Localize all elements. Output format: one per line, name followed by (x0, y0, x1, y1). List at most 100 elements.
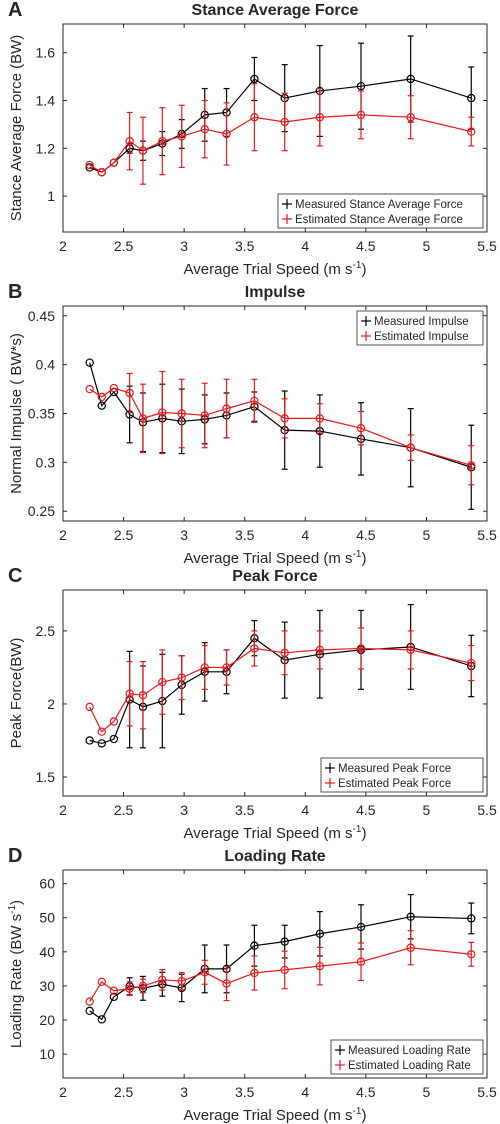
legend: Measured Peak Force Estimated Peak Force (320, 757, 484, 793)
y-axis-label-text: Normal Impulse ( BW*s) (8, 333, 25, 494)
y-tick-label: 1 (47, 188, 55, 204)
panel-d: D Loading Rate 2 2.5 3 3.5 4 4.5 5 5.5 10 20 30 40 50 6… (7, 845, 497, 1124)
legend-label: Estimated Peak Force (338, 778, 451, 790)
x-tick-label: 4.5 (356, 802, 376, 818)
series-measured (85, 604, 476, 749)
y-axis-label-text: Peak Force(BW) (8, 638, 25, 749)
data-point (250, 968, 259, 978)
data-point (222, 979, 231, 988)
data-point (97, 727, 106, 736)
x-tick-label: 4.5 (356, 1084, 376, 1100)
y-tick-label: 30 (39, 978, 55, 994)
data-point (109, 717, 119, 726)
data-point (109, 986, 119, 995)
data-point (406, 912, 415, 921)
data-point (200, 968, 209, 977)
legend-box (356, 310, 484, 346)
x-tick-label: 3.5 (235, 802, 255, 818)
y-tick-label: 0.25 (28, 503, 55, 519)
y-axis-label-text: Loading Rate (BW s (8, 914, 25, 1048)
data-point (158, 677, 167, 687)
legend-item: Measured Stance Average Force (282, 199, 463, 211)
y-tick-label: 50 (39, 910, 55, 926)
x-tick-label: 5 (423, 238, 431, 254)
data-point (467, 914, 476, 923)
data-point (85, 997, 94, 1006)
data-point (222, 129, 231, 139)
legend: Measured Loading Rate Estimated Loading R… (330, 1039, 484, 1075)
x-tick-label: 4.5 (356, 238, 376, 254)
x-tick-label: 4 (301, 527, 309, 543)
data-point (280, 414, 289, 423)
data-point (97, 168, 106, 177)
x-tick-label: 3.5 (235, 1084, 255, 1100)
data-point (315, 929, 325, 938)
data-point (280, 937, 289, 946)
series-line (89, 647, 472, 733)
x-axis-label: Average Trial Speed (m s-1) (184, 824, 367, 842)
series-estimated (85, 930, 476, 1006)
series-line (89, 947, 472, 1002)
data-point (356, 110, 366, 120)
x-tick-label: 2 (59, 1084, 67, 1100)
data-point (109, 734, 119, 744)
x-tick-label: 5.5 (477, 527, 497, 543)
data-point (406, 645, 415, 655)
x-tick-label: 2.5 (114, 1084, 134, 1100)
legend-item: Estimated Peak Force (325, 778, 451, 790)
x-axis-label-text: Average Trial Speed (m s (184, 550, 353, 567)
legend: Measured Impulse Estimated Impulse (356, 310, 484, 346)
x-tick-label: 2 (59, 802, 67, 818)
data-point (109, 158, 119, 167)
chart-title: Stance Average Force (192, 2, 359, 19)
panel-letter: A (8, 0, 22, 21)
legend-label: Measured Loading Rate (348, 1045, 471, 1057)
y-tick-label: 1.6 (36, 45, 56, 61)
legend-item: Estimated Loading Rate (335, 1060, 471, 1072)
x-axis-label-text: Average Trial Speed (m s (184, 825, 353, 842)
y-axis-label-text: Stance Average Force (BW) (8, 35, 25, 221)
y-tick-label: 0.4 (36, 357, 56, 373)
legend-item: Measured Impulse (361, 316, 469, 328)
panel-c: C Peak Force 2 2.5 3 3.5 4 4.5 5 5.5 1.5 2 2.5 Averag… (8, 565, 497, 842)
series-line (89, 637, 472, 745)
x-tick-label: 3.5 (235, 238, 255, 254)
data-point (250, 396, 259, 405)
data-point (356, 922, 366, 932)
panel-letter: B (8, 281, 22, 303)
data-point (315, 414, 325, 423)
data-point (138, 414, 148, 423)
data-point (158, 975, 167, 984)
legend-label: Measured Stance Average Force (295, 199, 463, 211)
chart-title: Impulse (245, 284, 306, 301)
data-point (85, 384, 94, 394)
x-tick-label: 3 (180, 527, 188, 543)
data-point (406, 113, 415, 122)
data-point (315, 961, 325, 971)
series-measured (85, 358, 476, 510)
data-point (356, 957, 366, 966)
x-tick-label: 5.5 (477, 1084, 497, 1100)
data-point (97, 401, 106, 410)
x-axis-label: Average Trial Speed (m s-1) (184, 549, 367, 567)
data-point (125, 984, 134, 993)
data-point (85, 1006, 94, 1016)
legend-label: Measured Impulse (374, 316, 469, 328)
x-tick-label: 4 (301, 238, 309, 254)
series-estimated (85, 627, 476, 736)
data-point (125, 388, 134, 398)
data-point (356, 644, 366, 653)
data-point (406, 443, 415, 452)
y-axis-label: Peak Force(BW) (8, 638, 25, 749)
x-axis-label-superscript: -1 (353, 260, 362, 271)
data-point (97, 977, 106, 987)
data-point (85, 702, 94, 712)
data-point (138, 690, 148, 700)
x-tick-label: 4 (301, 802, 309, 818)
data-point (200, 663, 209, 672)
y-axis-label-end: ) (8, 900, 25, 905)
data-point (177, 409, 186, 418)
plot-area (62, 869, 488, 1079)
data-point (467, 461, 476, 470)
